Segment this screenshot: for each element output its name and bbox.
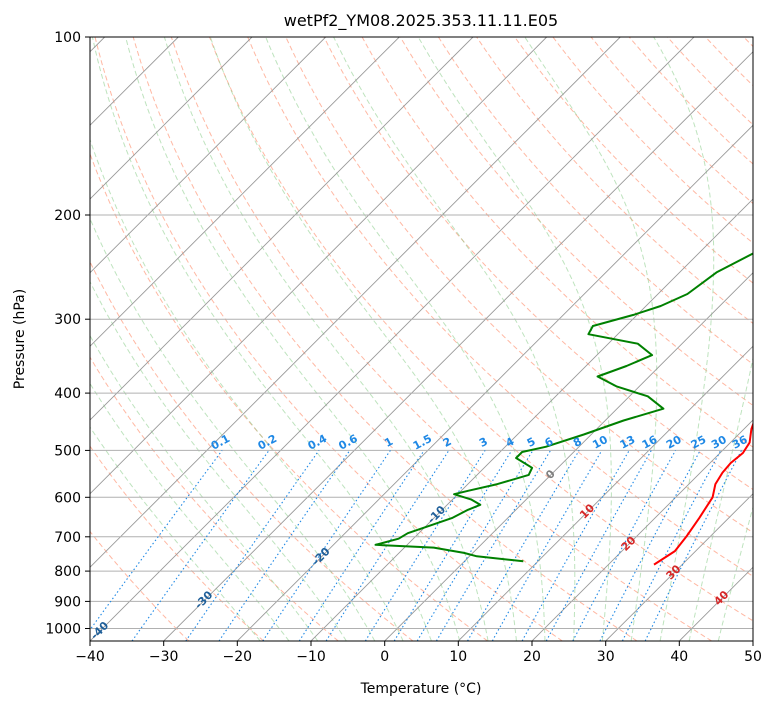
x-tick-label: 10: [449, 649, 467, 665]
x-tick-label: 30: [597, 649, 615, 665]
y-tick-label: 100: [54, 30, 81, 46]
y-tick-label: 900: [54, 594, 81, 610]
y-axis-label: Pressure (hPa): [12, 289, 28, 389]
y-tick-label: 1000: [45, 622, 81, 638]
y-tick-label: 800: [54, 564, 81, 580]
x-tick-label: −30: [149, 649, 179, 665]
y-tick-label: 400: [54, 386, 81, 402]
y-tick-label: 500: [54, 443, 81, 459]
y-tick-label: 300: [54, 312, 81, 328]
y-tick-label: 700: [54, 530, 81, 546]
x-tick-label: −40: [75, 649, 105, 665]
x-axis-label: Temperature (°C): [360, 681, 482, 697]
y-tick-label: 200: [54, 208, 81, 224]
x-tick-label: 0: [380, 649, 389, 665]
chart-title: wetPf2_YM08.2025.353.11.11.E05: [284, 11, 558, 31]
y-tick-label: 600: [54, 490, 81, 506]
x-tick-label: −10: [296, 649, 326, 665]
x-tick-label: 50: [744, 649, 762, 665]
x-tick-label: −20: [223, 649, 253, 665]
x-tick-label: 40: [670, 649, 688, 665]
x-tick-label: 20: [523, 649, 541, 665]
